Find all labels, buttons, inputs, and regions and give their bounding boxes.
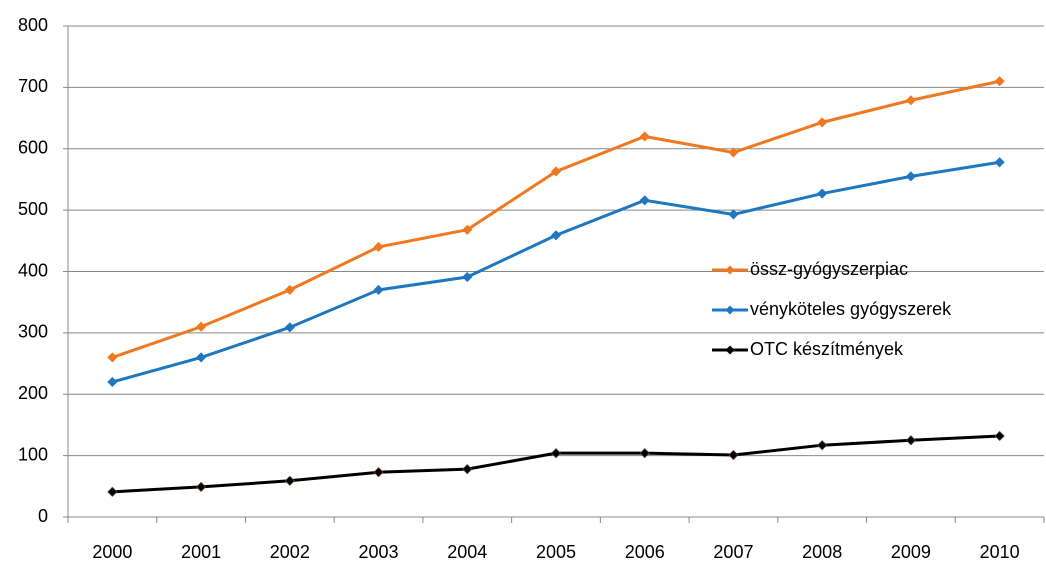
point	[462, 271, 473, 283]
y-tick-label: 800	[18, 15, 48, 35]
point	[994, 430, 1005, 442]
x-tick-label: 2005	[536, 542, 576, 562]
point	[196, 481, 207, 492]
point	[905, 435, 916, 446]
point	[817, 440, 828, 451]
x-tick-label: 2006	[625, 542, 665, 562]
legend-marker	[725, 305, 735, 315]
legend-marker	[725, 265, 735, 275]
point	[373, 284, 384, 295]
series-line	[112, 434, 1000, 494]
legend-label: OTC készítmények	[750, 339, 904, 359]
point	[373, 467, 384, 478]
point	[728, 209, 739, 220]
point	[905, 95, 916, 106]
point	[550, 166, 562, 177]
point	[462, 464, 473, 475]
y-tick-label: 500	[18, 199, 48, 219]
point	[994, 157, 1005, 168]
y-tick-label: 700	[18, 76, 48, 96]
point	[994, 76, 1005, 87]
point	[550, 230, 562, 241]
point	[550, 448, 562, 459]
point	[373, 241, 384, 253]
point	[639, 195, 650, 206]
y-tick-label: 0	[38, 506, 48, 526]
legend-marker	[725, 345, 735, 355]
point	[196, 321, 207, 332]
x-tick-label: 2001	[181, 542, 221, 562]
x-tick-label: 2002	[270, 542, 310, 562]
y-tick-label: 200	[18, 383, 48, 403]
legend-label: össz-gyógyszerpiac	[750, 259, 908, 279]
point	[107, 352, 118, 363]
point	[639, 131, 650, 142]
x-tick-label: 2007	[713, 542, 753, 562]
point	[284, 322, 295, 333]
x-tick-label: 2003	[359, 542, 399, 562]
x-tick-label: 2009	[891, 542, 931, 562]
point	[107, 376, 118, 388]
point	[728, 147, 739, 158]
point	[639, 448, 650, 459]
y-tick-label: 300	[18, 322, 48, 342]
x-tick-label: 2010	[980, 542, 1020, 562]
point	[284, 284, 295, 295]
point	[817, 117, 828, 128]
legend-label: vényköteles gyógyszerek	[750, 299, 952, 319]
x-tick-label: 2008	[802, 542, 842, 562]
point	[284, 475, 295, 486]
x-tick-label: 2000	[92, 542, 132, 562]
y-tick-label: 100	[18, 444, 48, 464]
point	[462, 224, 473, 235]
x-tick-label: 2004	[447, 542, 487, 562]
point	[107, 486, 118, 497]
point	[905, 171, 916, 182]
point	[817, 188, 828, 199]
y-tick-label: 600	[18, 138, 48, 158]
point	[196, 352, 207, 363]
point	[728, 449, 739, 461]
y-tick-label: 400	[18, 260, 48, 280]
